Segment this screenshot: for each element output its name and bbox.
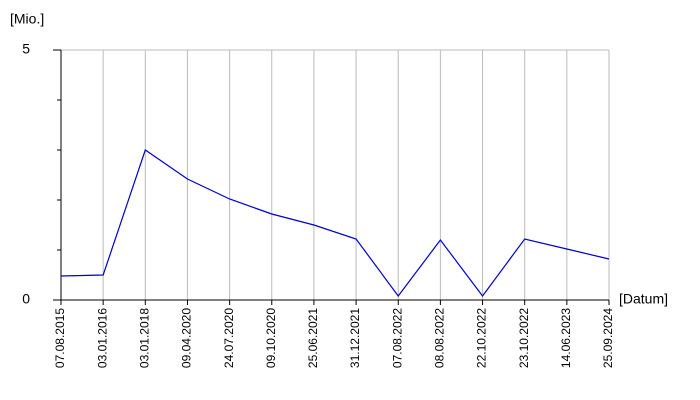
x-tick-label: 09.10.2020 [264,308,278,368]
x-tick-label: 25.06.2021 [306,308,320,368]
x-tick-label: 25.09.2024 [601,308,615,368]
x-axis-label: [Datum] [619,291,668,307]
x-tick-label: 31.12.2021 [348,308,362,368]
x-tick-label: 22.10.2022 [475,308,489,368]
y-tick-label: 0 [22,291,30,307]
y-tick-label: 5 [22,41,30,57]
x-tick-label: 14.06.2023 [559,308,573,368]
x-tick-label: 03.01.2018 [137,308,151,368]
x-tick-label: 07.08.2022 [390,308,404,368]
x-tick-label: 09.04.2020 [180,308,194,368]
y-axis-label: [Mio.] [10,11,44,27]
x-tick-label: 07.08.2015 [53,308,67,368]
x-tick-label: 03.01.2016 [95,308,109,368]
line [60,149,610,298]
x-tick-label: 24.07.2020 [222,308,236,368]
x-tick-label: 08.08.2022 [433,308,447,368]
x-tick-label: 23.10.2022 [517,308,531,368]
